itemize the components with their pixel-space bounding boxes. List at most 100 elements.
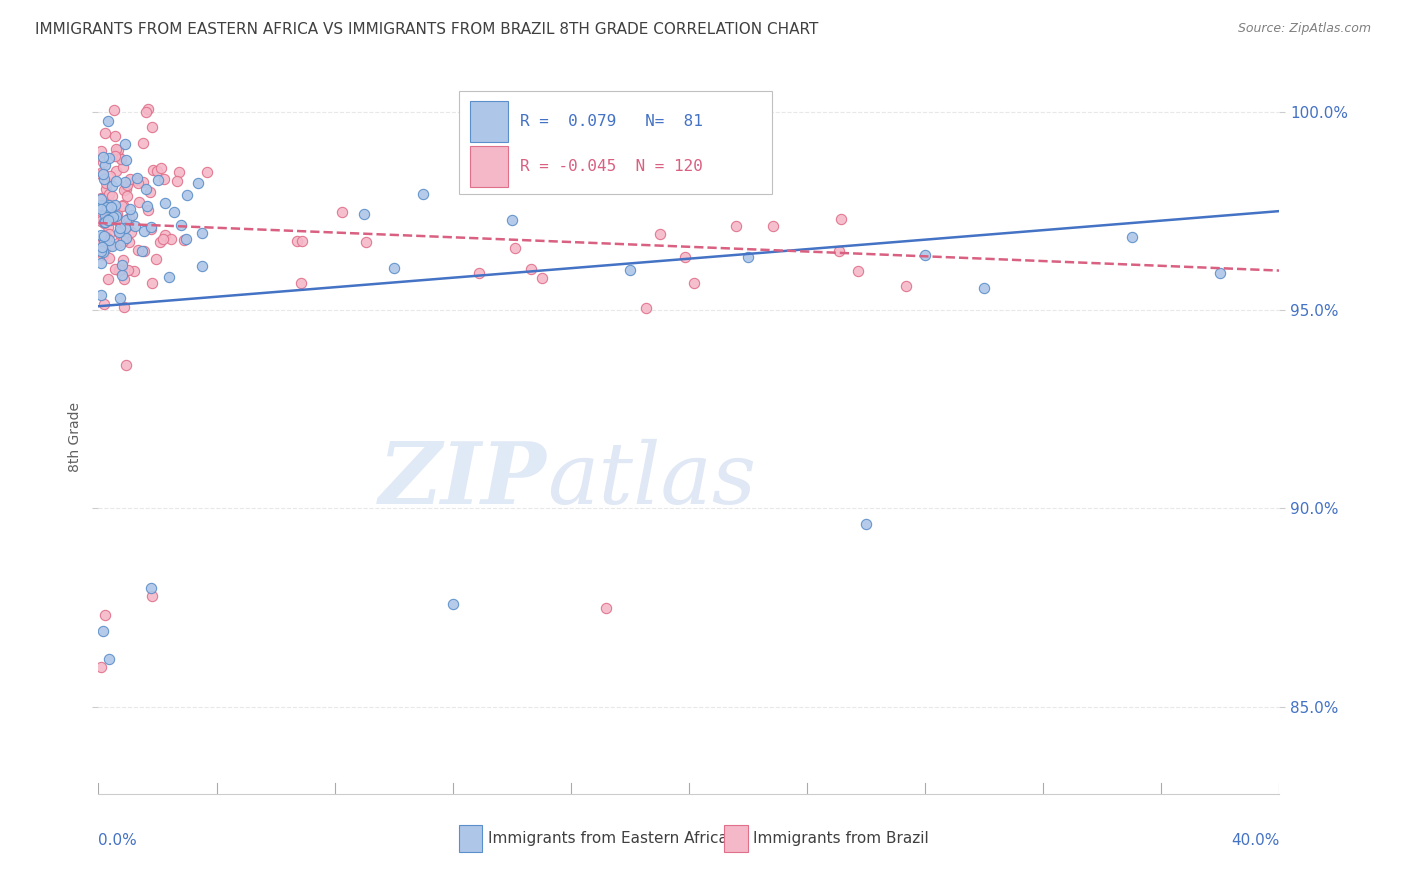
Point — [107, 225, 129, 239]
Point — [141, 120, 163, 135]
Point — [125, 172, 148, 186]
Point — [187, 176, 209, 190]
Point — [530, 270, 553, 285]
Point — [112, 272, 135, 286]
Point — [111, 268, 134, 282]
Point — [520, 262, 543, 277]
Point — [148, 235, 170, 249]
Point — [90, 237, 112, 252]
Point — [90, 202, 112, 216]
Point — [107, 144, 129, 158]
Point — [118, 211, 141, 226]
Point — [90, 237, 112, 252]
Point — [91, 150, 114, 164]
Point — [114, 137, 136, 152]
Point — [737, 250, 759, 264]
Point — [93, 297, 115, 311]
Point — [115, 188, 138, 202]
Point — [163, 205, 186, 219]
Point — [127, 243, 149, 257]
Text: 0.0%: 0.0% — [98, 833, 138, 848]
Point — [111, 261, 134, 276]
Point — [98, 187, 121, 202]
Point — [98, 201, 121, 215]
Text: R = -0.045  N = 120: R = -0.045 N = 120 — [520, 159, 703, 174]
Point — [90, 239, 112, 253]
Y-axis label: 8th Grade: 8th Grade — [67, 402, 82, 472]
Point — [145, 252, 167, 266]
FancyBboxPatch shape — [458, 91, 772, 194]
Point — [115, 359, 138, 373]
Point — [98, 197, 121, 211]
Point — [98, 211, 121, 226]
Point — [93, 245, 115, 260]
Point — [170, 219, 193, 233]
Point — [90, 191, 112, 205]
Point — [90, 167, 112, 181]
Point — [467, 266, 489, 280]
Point — [90, 210, 112, 224]
Point — [167, 165, 190, 179]
Point — [152, 232, 174, 246]
Point — [135, 104, 157, 119]
Point — [136, 203, 159, 218]
Point — [118, 235, 141, 250]
Point — [105, 163, 128, 178]
Point — [153, 196, 176, 211]
Point — [94, 182, 117, 196]
Point — [290, 277, 312, 291]
Point — [97, 220, 120, 235]
Point — [110, 237, 132, 252]
Point — [90, 198, 112, 212]
Point — [619, 263, 641, 277]
Point — [110, 227, 132, 241]
Point — [111, 234, 134, 248]
Point — [103, 103, 125, 117]
Point — [173, 233, 195, 247]
Point — [94, 608, 117, 623]
Point — [105, 209, 128, 223]
Point — [152, 171, 174, 186]
Point — [104, 128, 127, 143]
Point — [90, 256, 112, 270]
Point — [91, 240, 114, 254]
Point — [174, 232, 197, 246]
Point — [91, 165, 114, 179]
Point — [90, 199, 112, 213]
Point — [101, 239, 124, 253]
Text: IMMIGRANTS FROM EASTERN AFRICA VS IMMIGRANTS FROM BRAZIL 8TH GRADE CORRELATION C: IMMIGRANTS FROM EASTERN AFRICA VS IMMIGR… — [35, 22, 818, 37]
Point — [127, 171, 149, 186]
Point — [104, 261, 127, 276]
Point — [114, 231, 136, 245]
Point — [97, 652, 120, 666]
Point — [97, 227, 120, 241]
Point — [195, 165, 218, 179]
Point — [166, 174, 188, 188]
Text: Immigrants from Brazil: Immigrants from Brazil — [752, 831, 928, 847]
Bar — [724, 825, 748, 853]
Point — [90, 214, 112, 228]
Point — [160, 232, 183, 246]
Point — [762, 219, 785, 233]
Point — [110, 152, 132, 166]
Point — [90, 203, 112, 218]
Point — [93, 172, 115, 186]
Point — [122, 264, 145, 278]
Point — [146, 173, 169, 187]
Point — [353, 207, 375, 221]
Point — [153, 227, 176, 242]
Point — [98, 233, 121, 247]
Point — [124, 219, 146, 234]
Point — [139, 222, 162, 236]
Point — [97, 151, 120, 165]
Point — [285, 234, 308, 248]
Point — [112, 301, 135, 315]
Point — [128, 195, 150, 210]
Point — [112, 198, 135, 212]
Point — [94, 215, 117, 229]
Point — [191, 260, 214, 274]
Point — [112, 183, 135, 197]
Text: R =  0.079   N=  81: R = 0.079 N= 81 — [520, 114, 703, 129]
Point — [139, 185, 162, 199]
Point — [94, 194, 117, 209]
